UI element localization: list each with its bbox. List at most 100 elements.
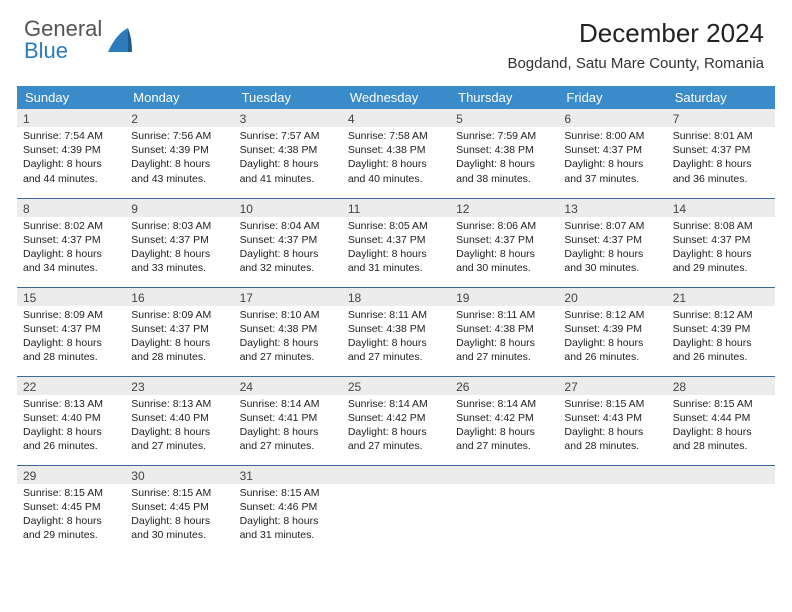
day-details: Sunrise: 8:15 AMSunset: 4:45 PMDaylight:… bbox=[17, 484, 125, 543]
calendar-table: Sunday Monday Tuesday Wednesday Thursday… bbox=[17, 86, 775, 557]
sunset-line: Sunset: 4:44 PM bbox=[673, 411, 769, 425]
weekday-header: Tuesday bbox=[234, 86, 342, 109]
calendar-day-cell bbox=[667, 465, 775, 557]
day-number: 22 bbox=[17, 377, 125, 395]
day-number: 27 bbox=[558, 377, 666, 395]
sunset-line: Sunset: 4:45 PM bbox=[131, 500, 227, 514]
calendar-day-cell bbox=[558, 465, 666, 557]
calendar-day-cell bbox=[450, 465, 558, 557]
sunrise-line: Sunrise: 7:56 AM bbox=[131, 129, 227, 143]
day-number: 21 bbox=[667, 288, 775, 306]
daylight-line: Daylight: 8 hours and 38 minutes. bbox=[456, 157, 552, 185]
daylight-line: Daylight: 8 hours and 27 minutes. bbox=[240, 425, 336, 453]
sunrise-line: Sunrise: 7:59 AM bbox=[456, 129, 552, 143]
daylight-line: Daylight: 8 hours and 27 minutes. bbox=[348, 425, 444, 453]
sunrise-line: Sunrise: 8:14 AM bbox=[348, 397, 444, 411]
calendar-day-cell: 23Sunrise: 8:13 AMSunset: 4:40 PMDayligh… bbox=[125, 376, 233, 465]
day-number: 7 bbox=[667, 109, 775, 127]
daylight-line: Daylight: 8 hours and 27 minutes. bbox=[131, 425, 227, 453]
daylight-line: Daylight: 8 hours and 34 minutes. bbox=[23, 247, 119, 275]
sunset-line: Sunset: 4:37 PM bbox=[348, 233, 444, 247]
calendar-day-cell: 12Sunrise: 8:06 AMSunset: 4:37 PMDayligh… bbox=[450, 198, 558, 287]
day-details: Sunrise: 8:09 AMSunset: 4:37 PMDaylight:… bbox=[17, 306, 125, 365]
sunrise-line: Sunrise: 8:07 AM bbox=[564, 219, 660, 233]
calendar-day-cell: 22 Sunrise: 8:13 AMSunset: 4:40 PMDayligh… bbox=[17, 376, 125, 465]
weekday-header-row: Sunday Monday Tuesday Wednesday Thursday… bbox=[17, 86, 775, 109]
sunset-line: Sunset: 4:38 PM bbox=[348, 322, 444, 336]
day-details: Sunrise: 8:10 AMSunset: 4:38 PMDaylight:… bbox=[234, 306, 342, 365]
day-details: Sunrise: 8:01 AMSunset: 4:37 PMDaylight:… bbox=[667, 127, 775, 186]
calendar-week-row: 8Sunrise: 8:02 AMSunset: 4:37 PMDaylight… bbox=[17, 198, 775, 287]
day-details: Sunrise: 8:02 AMSunset: 4:37 PMDaylight:… bbox=[17, 217, 125, 276]
sunrise-line: Sunrise: 8:10 AM bbox=[240, 308, 336, 322]
sunset-line: Sunset: 4:38 PM bbox=[240, 322, 336, 336]
day-details: Sunrise: 8:11 AMSunset: 4:38 PMDaylight:… bbox=[450, 306, 558, 365]
day-number: 17 bbox=[234, 288, 342, 306]
calendar-day-cell: 2Sunrise: 7:56 AMSunset: 4:39 PMDaylight… bbox=[125, 109, 233, 198]
day-number: 25 bbox=[342, 377, 450, 395]
sunset-line: Sunset: 4:46 PM bbox=[240, 500, 336, 514]
sunrise-line: Sunrise: 8:13 AM bbox=[23, 397, 119, 411]
page-header: General Blue December 2024 Bogdand, Satu… bbox=[0, 0, 792, 80]
day-number: 29 bbox=[17, 466, 125, 484]
sunrise-line: Sunrise: 7:58 AM bbox=[348, 129, 444, 143]
sunset-line: Sunset: 4:38 PM bbox=[456, 143, 552, 157]
sunset-line: Sunset: 4:37 PM bbox=[564, 233, 660, 247]
location: Bogdand, Satu Mare County, Romania bbox=[507, 55, 764, 72]
sunrise-line: Sunrise: 8:00 AM bbox=[564, 129, 660, 143]
day-number: 20 bbox=[558, 288, 666, 306]
day-number: 18 bbox=[342, 288, 450, 306]
daylight-line: Daylight: 8 hours and 27 minutes. bbox=[456, 336, 552, 364]
daylight-line: Daylight: 8 hours and 31 minutes. bbox=[240, 514, 336, 542]
day-details: Sunrise: 8:05 AMSunset: 4:37 PMDaylight:… bbox=[342, 217, 450, 276]
calendar-week-row: 29Sunrise: 8:15 AMSunset: 4:45 PMDayligh… bbox=[17, 465, 775, 557]
sunrise-line: Sunrise: 8:15 AM bbox=[131, 486, 227, 500]
day-number: 30 bbox=[125, 466, 233, 484]
weekday-header: Wednesday bbox=[342, 86, 450, 109]
sunset-line: Sunset: 4:43 PM bbox=[564, 411, 660, 425]
day-number: 26 bbox=[450, 377, 558, 395]
calendar-day-cell: 6Sunrise: 8:00 AMSunset: 4:37 PMDaylight… bbox=[558, 109, 666, 198]
day-details: Sunrise: 8:06 AMSunset: 4:37 PMDaylight:… bbox=[450, 217, 558, 276]
calendar-day-cell: 15Sunrise: 8:09 AMSunset: 4:37 PMDayligh… bbox=[17, 287, 125, 376]
day-details: Sunrise: 8:12 AMSunset: 4:39 PMDaylight:… bbox=[667, 306, 775, 365]
sunset-line: Sunset: 4:39 PM bbox=[131, 143, 227, 157]
daylight-line: Daylight: 8 hours and 26 minutes. bbox=[23, 425, 119, 453]
sunset-line: Sunset: 4:37 PM bbox=[131, 322, 227, 336]
calendar-day-cell: 24Sunrise: 8:14 AMSunset: 4:41 PMDayligh… bbox=[234, 376, 342, 465]
sunrise-line: Sunrise: 7:54 AM bbox=[23, 129, 119, 143]
sunset-line: Sunset: 4:40 PM bbox=[23, 411, 119, 425]
sunset-line: Sunset: 4:37 PM bbox=[673, 233, 769, 247]
sunrise-line: Sunrise: 8:03 AM bbox=[131, 219, 227, 233]
logo-general: General bbox=[24, 18, 102, 40]
sunset-line: Sunset: 4:38 PM bbox=[240, 143, 336, 157]
sunrise-line: Sunrise: 8:01 AM bbox=[673, 129, 769, 143]
day-details: Sunrise: 8:14 AMSunset: 4:41 PMDaylight:… bbox=[234, 395, 342, 454]
day-number bbox=[558, 466, 666, 484]
sunrise-line: Sunrise: 8:14 AM bbox=[456, 397, 552, 411]
sunrise-line: Sunrise: 8:04 AM bbox=[240, 219, 336, 233]
calendar-week-row: 22Sunrise: 8:13 AMSunset: 4:40 PMDayligh… bbox=[17, 376, 775, 465]
calendar-day-cell: 29Sunrise: 8:15 AMSunset: 4:45 PMDayligh… bbox=[17, 465, 125, 557]
logo-sail-icon bbox=[106, 22, 134, 58]
logo: General Blue bbox=[24, 18, 134, 62]
sunset-line: Sunset: 4:42 PM bbox=[348, 411, 444, 425]
day-details: Sunrise: 7:59 AMSunset: 4:38 PMDaylight:… bbox=[450, 127, 558, 186]
sunset-line: Sunset: 4:42 PM bbox=[456, 411, 552, 425]
sunrise-line: Sunrise: 8:11 AM bbox=[348, 308, 444, 322]
daylight-line: Daylight: 8 hours and 29 minutes. bbox=[23, 514, 119, 542]
sunset-line: Sunset: 4:37 PM bbox=[131, 233, 227, 247]
calendar-day-cell: 20Sunrise: 8:12 AMSunset: 4:39 PMDayligh… bbox=[558, 287, 666, 376]
sunset-line: Sunset: 4:37 PM bbox=[673, 143, 769, 157]
calendar-day-cell: 5Sunrise: 7:59 AMSunset: 4:38 PMDaylight… bbox=[450, 109, 558, 198]
calendar-day-cell: 18Sunrise: 8:11 AMSunset: 4:38 PMDayligh… bbox=[342, 287, 450, 376]
sunrise-line: Sunrise: 8:15 AM bbox=[23, 486, 119, 500]
day-details: Sunrise: 8:04 AMSunset: 4:37 PMDaylight:… bbox=[234, 217, 342, 276]
day-number: 15 bbox=[17, 288, 125, 306]
sunrise-line: Sunrise: 8:08 AM bbox=[673, 219, 769, 233]
title-block: December 2024 Bogdand, Satu Mare County,… bbox=[507, 18, 764, 72]
daylight-line: Daylight: 8 hours and 26 minutes. bbox=[564, 336, 660, 364]
weekday-header: Thursday bbox=[450, 86, 558, 109]
day-number: 9 bbox=[125, 199, 233, 217]
day-number: 4 bbox=[342, 109, 450, 127]
